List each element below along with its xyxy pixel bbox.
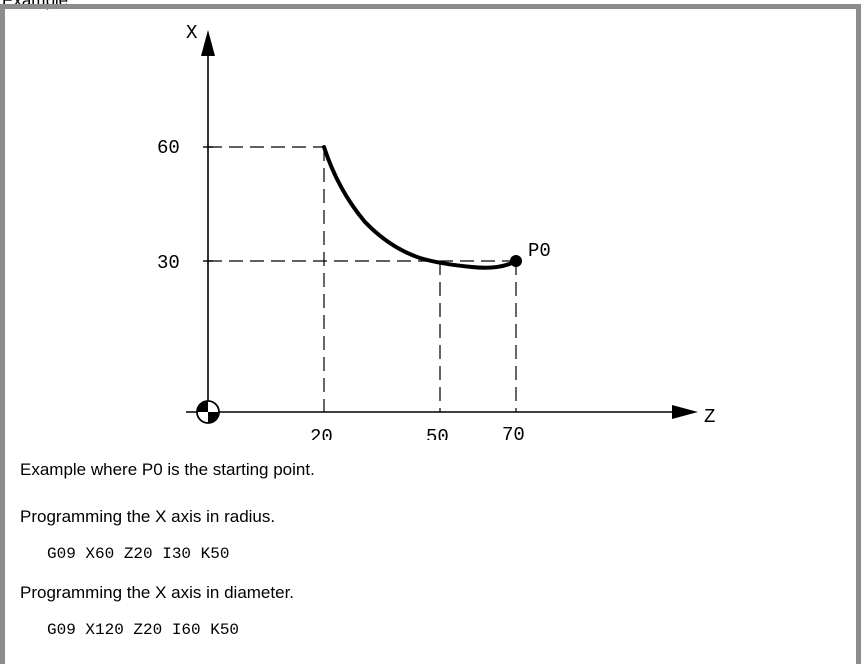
diameter-code-line: G09 X120 Z20 I60 K50 bbox=[47, 621, 240, 639]
z-tick-label-70: 70 bbox=[502, 424, 525, 440]
start-point-label: P0 bbox=[528, 240, 551, 262]
z-tick-label-20: 20 bbox=[310, 426, 333, 440]
frame-border-left bbox=[0, 4, 5, 664]
diagram-caption: Example where P0 is the starting point. bbox=[20, 460, 315, 479]
arc-path bbox=[322, 145, 518, 270]
start-point-p0 bbox=[510, 255, 522, 267]
origin-reference-icon bbox=[196, 400, 220, 424]
x-tick-label-60: 60 bbox=[157, 137, 180, 159]
x-tick-label-30: 30 bbox=[157, 252, 180, 274]
z-axis-arrow-icon bbox=[672, 405, 698, 419]
radius-heading: Programming the X axis in radius. bbox=[20, 507, 276, 526]
arc-interpolation-diagram: X Z P0 60 30 20 50 70 bbox=[157, 22, 715, 440]
z-tick-label-50: 50 bbox=[426, 426, 449, 440]
x-axis-arrow-icon bbox=[201, 30, 215, 56]
radius-code-line: G09 X60 Z20 I30 K50 bbox=[47, 545, 230, 563]
x-axis-label: X bbox=[186, 22, 198, 44]
frame-border-top bbox=[0, 4, 861, 9]
diameter-heading: Programming the X axis in diameter. bbox=[20, 583, 295, 602]
frame-border-right bbox=[856, 4, 861, 664]
z-axis-label: Z bbox=[704, 406, 715, 428]
reference-dashed-lines bbox=[208, 146, 517, 412]
